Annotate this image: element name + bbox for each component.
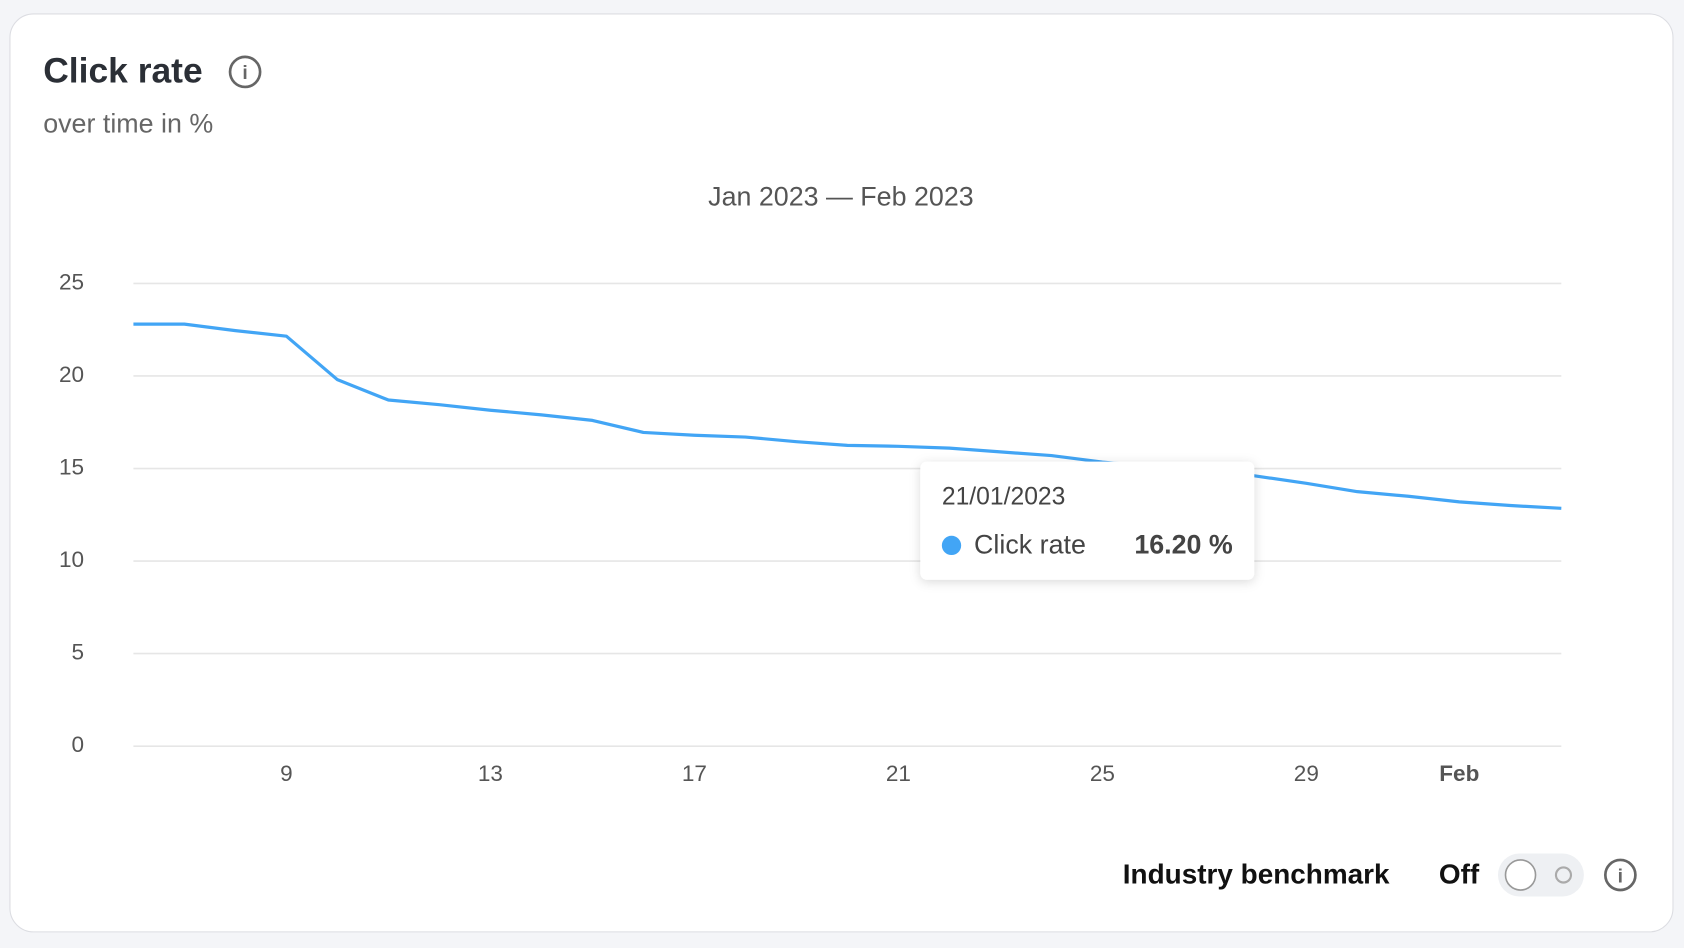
y-tick-label: 0 bbox=[71, 732, 84, 757]
y-tick-label: 15 bbox=[59, 454, 84, 479]
chart-title: Jan 2023 — Feb 2023 bbox=[708, 182, 974, 212]
card-subtitle: over time in % bbox=[43, 109, 213, 139]
tooltip: 21/01/2023 Click rate 16.20 % bbox=[920, 461, 1255, 580]
y-tick-label: 10 bbox=[59, 547, 84, 572]
y-tick-label: 5 bbox=[71, 640, 84, 665]
x-tick-label: 17 bbox=[682, 761, 707, 786]
line bbox=[133, 322, 1562, 510]
tooltip-value: 16.20 % bbox=[1134, 530, 1233, 560]
tooltip-series: Click rate bbox=[974, 530, 1086, 560]
tooltip-date: 21/01/2023 bbox=[942, 484, 1066, 511]
x-tick-label: 25 bbox=[1090, 761, 1115, 786]
plot: 0 5 10 15 20 25 9 13 17 21 25 29 Feb bbox=[59, 269, 1562, 786]
x-tick-label: 29 bbox=[1294, 761, 1319, 786]
x-tick-label: Feb bbox=[1439, 761, 1479, 786]
info-icon[interactable]: i bbox=[228, 55, 262, 89]
svg-text:i: i bbox=[242, 63, 247, 84]
toggle-state: Off bbox=[1439, 858, 1480, 889]
x-tick-label: 13 bbox=[478, 761, 503, 786]
tooltip-swatch bbox=[941, 535, 962, 556]
info-icon[interactable]: i bbox=[1603, 858, 1637, 892]
y-tick-label: 25 bbox=[59, 269, 84, 294]
x-tick-label: 21 bbox=[886, 761, 911, 786]
svg-text:i: i bbox=[1618, 866, 1623, 887]
tooltip-box bbox=[920, 461, 1255, 580]
toggle[interactable] bbox=[1497, 853, 1584, 897]
benchmark-label: Industry benchmark bbox=[1123, 858, 1390, 889]
x-tick-label: 9 bbox=[280, 761, 293, 786]
card-title: Click rate bbox=[43, 50, 202, 90]
y-tick-label: 20 bbox=[59, 362, 84, 387]
card bbox=[9, 13, 1674, 933]
